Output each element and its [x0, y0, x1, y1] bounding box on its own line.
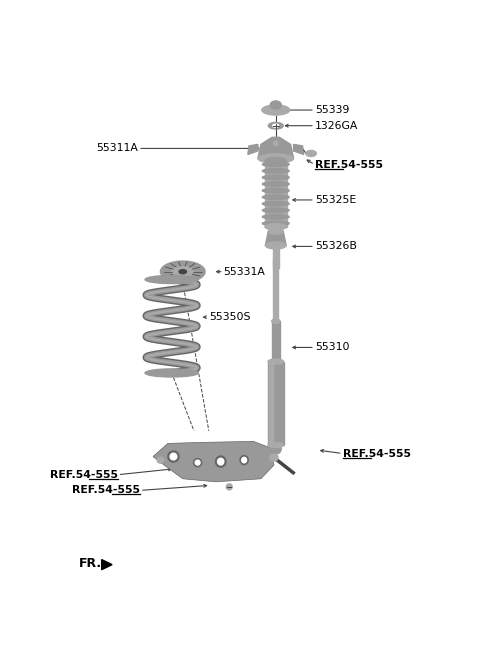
Ellipse shape — [172, 266, 194, 277]
Ellipse shape — [272, 319, 280, 323]
Ellipse shape — [217, 459, 224, 465]
Ellipse shape — [270, 101, 281, 109]
Text: REF.54-555: REF.54-555 — [343, 449, 411, 459]
Ellipse shape — [263, 175, 289, 180]
Polygon shape — [269, 361, 273, 445]
Ellipse shape — [263, 215, 289, 219]
Text: 55331A: 55331A — [224, 267, 265, 277]
Text: 55339: 55339 — [315, 105, 349, 115]
Polygon shape — [272, 321, 280, 361]
Ellipse shape — [272, 139, 280, 148]
Text: 55326B: 55326B — [315, 241, 357, 251]
Ellipse shape — [145, 276, 198, 283]
Ellipse shape — [265, 157, 287, 165]
Ellipse shape — [195, 461, 200, 465]
Ellipse shape — [170, 453, 177, 460]
Polygon shape — [265, 232, 286, 245]
Ellipse shape — [160, 261, 205, 282]
Ellipse shape — [263, 182, 289, 186]
Polygon shape — [294, 144, 304, 155]
Text: 1326GA: 1326GA — [315, 121, 358, 131]
Ellipse shape — [265, 224, 287, 230]
Text: 55311A: 55311A — [96, 144, 138, 154]
Ellipse shape — [274, 141, 278, 146]
Polygon shape — [102, 560, 112, 569]
Polygon shape — [153, 441, 274, 482]
Ellipse shape — [263, 188, 289, 193]
Text: REF.54-555: REF.54-555 — [49, 470, 118, 480]
Polygon shape — [273, 258, 278, 321]
Polygon shape — [268, 361, 284, 445]
Ellipse shape — [263, 169, 289, 173]
Ellipse shape — [273, 124, 279, 127]
Ellipse shape — [265, 242, 286, 249]
Text: REF.54-555: REF.54-555 — [315, 159, 383, 170]
Ellipse shape — [270, 444, 281, 454]
Polygon shape — [265, 161, 287, 227]
Polygon shape — [248, 144, 258, 155]
Ellipse shape — [157, 457, 164, 463]
Ellipse shape — [179, 270, 186, 274]
Ellipse shape — [306, 150, 316, 157]
Ellipse shape — [263, 208, 289, 213]
Text: 55310: 55310 — [315, 342, 349, 352]
Ellipse shape — [268, 442, 284, 447]
Ellipse shape — [263, 201, 289, 206]
Ellipse shape — [216, 456, 226, 467]
Ellipse shape — [226, 484, 232, 490]
Ellipse shape — [268, 123, 283, 129]
Ellipse shape — [258, 154, 294, 163]
Text: 55350S: 55350S — [209, 312, 250, 322]
Ellipse shape — [270, 454, 278, 461]
Ellipse shape — [240, 455, 248, 464]
Polygon shape — [273, 245, 279, 268]
Text: FR.: FR. — [79, 557, 102, 570]
Ellipse shape — [242, 457, 247, 463]
Ellipse shape — [193, 459, 202, 466]
Ellipse shape — [168, 451, 179, 462]
Ellipse shape — [268, 228, 283, 234]
Ellipse shape — [268, 359, 284, 364]
Polygon shape — [258, 137, 294, 159]
Ellipse shape — [263, 162, 289, 167]
Text: 55325E: 55325E — [315, 195, 356, 205]
Ellipse shape — [145, 369, 198, 377]
Ellipse shape — [262, 105, 290, 115]
Text: REF.54-555: REF.54-555 — [72, 485, 140, 495]
Ellipse shape — [263, 221, 289, 226]
Ellipse shape — [263, 195, 289, 199]
